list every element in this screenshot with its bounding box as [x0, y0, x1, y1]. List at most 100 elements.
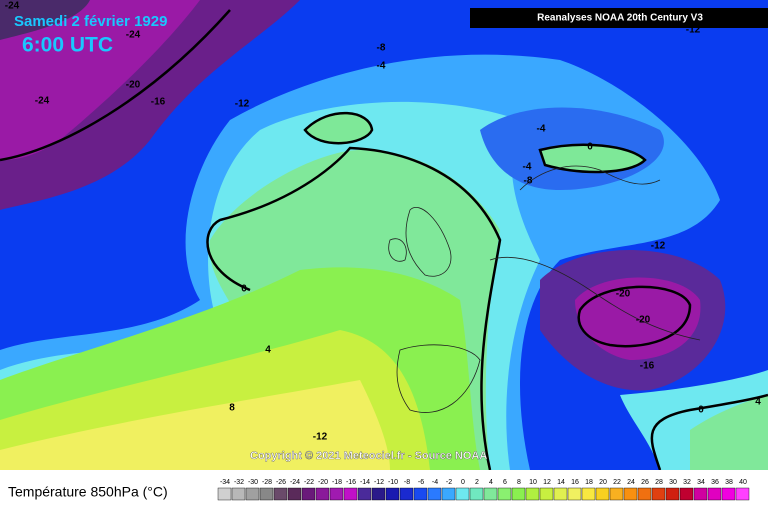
legend-tick-label: 38: [725, 479, 733, 486]
legend-tick-label: 30: [669, 479, 677, 486]
legend-swatch: [385, 487, 400, 501]
contour-label: -20: [126, 80, 141, 91]
legend-swatch: [735, 487, 750, 501]
legend-swatch: [623, 487, 638, 501]
legend-swatch: [427, 487, 442, 501]
legend-swatch: [679, 487, 694, 501]
legend-swatch: [245, 487, 260, 501]
legend-tick-label: 8: [517, 479, 521, 486]
contour-label: 4: [755, 397, 761, 408]
legend-swatch: [273, 487, 288, 501]
contour-label: 0: [241, 284, 247, 295]
legend-tick-label: -8: [404, 479, 410, 486]
legend-swatch: [707, 487, 722, 501]
legend-swatch: [217, 487, 232, 501]
legend-tick-label: 34: [697, 479, 705, 486]
contour-label: -4: [377, 61, 386, 72]
contour-label: -24: [126, 30, 141, 41]
legend-swatch: [413, 487, 428, 501]
contour-label: -8: [524, 176, 533, 187]
legend-swatch: [371, 487, 386, 501]
legend-tick-label: 20: [599, 479, 607, 486]
date-text: Samedi 2 février 1929: [14, 13, 167, 30]
legend-tick-label: -20: [318, 479, 328, 486]
legend-tick-label: -22: [304, 479, 314, 486]
legend-swatch: [665, 487, 680, 501]
legend-swatch: [651, 487, 666, 501]
time-text: 6:00 UTC: [22, 34, 113, 57]
legend-swatch: [721, 487, 736, 501]
source-box: [470, 8, 768, 28]
source-text: Reanalyses NOAA 20th Century V3: [537, 13, 703, 24]
legend-tick-label: -12: [374, 479, 384, 486]
legend-swatch: [497, 487, 512, 501]
legend-tick-label: -26: [276, 479, 286, 486]
legend-swatch: [399, 487, 414, 501]
legend-tick-label: 24: [627, 479, 635, 486]
contour-label: -12: [313, 432, 328, 443]
legend-swatch: [539, 487, 554, 501]
legend-tick-label: 16: [571, 479, 579, 486]
contour-label: -12: [235, 99, 250, 110]
legend-tick-label: -34: [220, 479, 230, 486]
legend-swatch: [287, 487, 302, 501]
legend-tick-label: 36: [711, 479, 719, 486]
legend-tick-label: 2: [475, 479, 479, 486]
legend-swatch: [455, 487, 470, 501]
contour-label: -12: [651, 241, 666, 252]
legend-swatch: [343, 487, 358, 501]
legend-swatch: [693, 487, 708, 501]
contour-label: -24: [35, 96, 50, 107]
temperature-field: [0, 0, 768, 471]
legend-swatch: [567, 487, 582, 501]
legend-swatch: [259, 487, 274, 501]
legend-swatch: [581, 487, 596, 501]
contour-label: 0: [587, 142, 593, 153]
color-scale: -34 -32 -30 -28 -26 -24 -22 -20 -18 -16 -14 -12 -10-…: [217, 479, 750, 501]
contour-label: -12: [686, 25, 701, 36]
legend-tick-label: 40: [739, 479, 747, 486]
contour-label: 8: [229, 403, 235, 414]
legend-tick-label: 26: [641, 479, 649, 486]
legend-tick-label: 28: [655, 479, 663, 486]
legend-tick-label: -28: [262, 479, 272, 486]
legend-swatch: [357, 487, 372, 501]
legend-tick-label: 18: [585, 479, 593, 486]
legend-tick-label: -2: [446, 479, 452, 486]
legend-tick-label: 14: [557, 479, 565, 486]
legend-title: Température 850hPa (°C): [8, 484, 168, 500]
legend-swatch: [231, 487, 246, 501]
legend-tick-label: -30: [248, 479, 258, 486]
legend-swatch: [595, 487, 610, 501]
legend-tick-label: 32: [683, 479, 691, 486]
legend-swatch: [483, 487, 498, 501]
legend-tick-label: -10: [388, 479, 398, 486]
contour-label: -16: [151, 97, 166, 108]
contour-label: -8: [377, 43, 386, 54]
legend-tick-label: 6: [503, 479, 507, 486]
legend-tick-label: 10: [529, 479, 537, 486]
contour-label: 0: [698, 405, 704, 416]
contour-label: -16: [640, 361, 655, 372]
contour-label: -4: [537, 124, 546, 135]
legend-swatch: [315, 487, 330, 501]
coastlines: [388, 165, 701, 413]
contour-label: -4: [523, 162, 532, 173]
legend-swatch: [525, 487, 540, 501]
legend-swatch: [609, 487, 624, 501]
legend-swatch: [637, 487, 652, 501]
legend-tick-label: -32: [234, 479, 244, 486]
copyright: Copyright © 2021 Meteociel.fr - Source N…: [250, 450, 487, 462]
legend-tick-label: 22: [613, 479, 621, 486]
contour-labels: -24 -24 -24 -20 -16 -12 -8 -4 -12 -4 0 -4 -8 0 4 8 -12 -1…: [5, 1, 761, 443]
legend-swatch: [553, 487, 568, 501]
legend-swatch: [301, 487, 316, 501]
zero-contours: [0, 9, 768, 471]
legend-tick-label: -6: [418, 479, 424, 486]
legend-tick-label: 12: [543, 479, 551, 486]
contour-label: -24: [5, 1, 20, 12]
legend-tick-label: -16: [346, 479, 356, 486]
contour-label: -20: [616, 289, 631, 300]
legend-swatch: [511, 487, 526, 501]
